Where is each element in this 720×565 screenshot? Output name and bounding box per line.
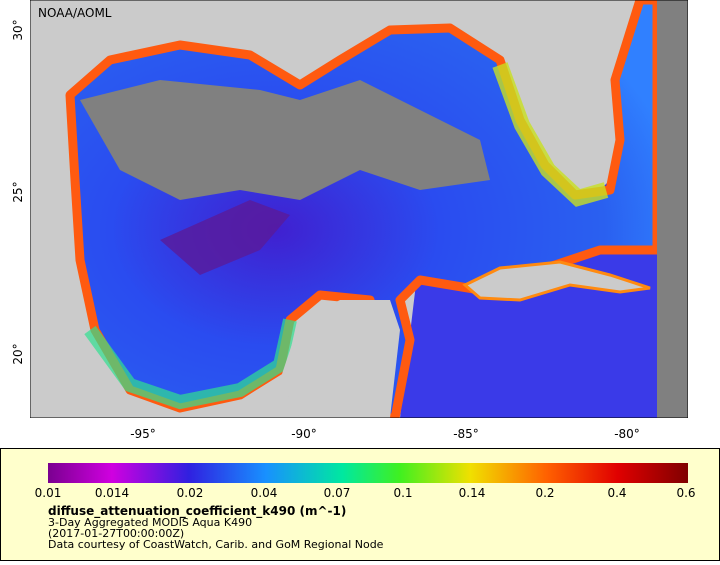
lon-tick-label: -80° — [614, 427, 640, 441]
product: 3-Day Aggregated MODIS Aqua K490 — [48, 516, 252, 529]
lon-tick-label: -90° — [291, 427, 317, 441]
colorbar-tick: 0.02 — [177, 486, 204, 500]
colorbar — [48, 463, 688, 483]
low-values — [160, 200, 290, 275]
coastal-band — [84, 318, 297, 410]
lat-tick-label: 30° — [11, 19, 25, 40]
lon-tick-label: -95° — [130, 427, 156, 441]
colorbar-tick: 0.14 — [459, 486, 486, 500]
no-data — [657, 0, 688, 418]
colorbar-tick: 0.07 — [324, 486, 351, 500]
colorbar-tick: 0.4 — [607, 486, 626, 500]
lat-tick-label: 20° — [11, 343, 25, 364]
yucatan — [280, 300, 400, 418]
lon-tick-label: -85° — [453, 427, 479, 441]
colorbar-tick: 0.6 — [676, 486, 695, 500]
colorbar-tick: 0.04 — [251, 486, 278, 500]
coastal-band — [492, 62, 609, 207]
source: Data courtesy of CoastWatch, Carib. and … — [48, 538, 384, 551]
colorbar-tick: 0.1 — [393, 486, 412, 500]
colorbar-tick: 0.01 — [35, 486, 62, 500]
cuba — [462, 260, 651, 302]
variable: diffuse_attenuation_coefficient_k490 (m^… — [48, 504, 346, 519]
colorbar-tick: 0.2 — [535, 486, 554, 500]
time: (2017-01-27T00:00:00Z) — [48, 527, 184, 540]
credit: NOAA/AOML — [38, 6, 112, 20]
lat-tick-label: 25° — [11, 181, 25, 202]
colorbar-tick: 0.014 — [95, 486, 129, 500]
no-data — [80, 80, 490, 200]
map: NOAA/AOML — [30, 0, 688, 418]
